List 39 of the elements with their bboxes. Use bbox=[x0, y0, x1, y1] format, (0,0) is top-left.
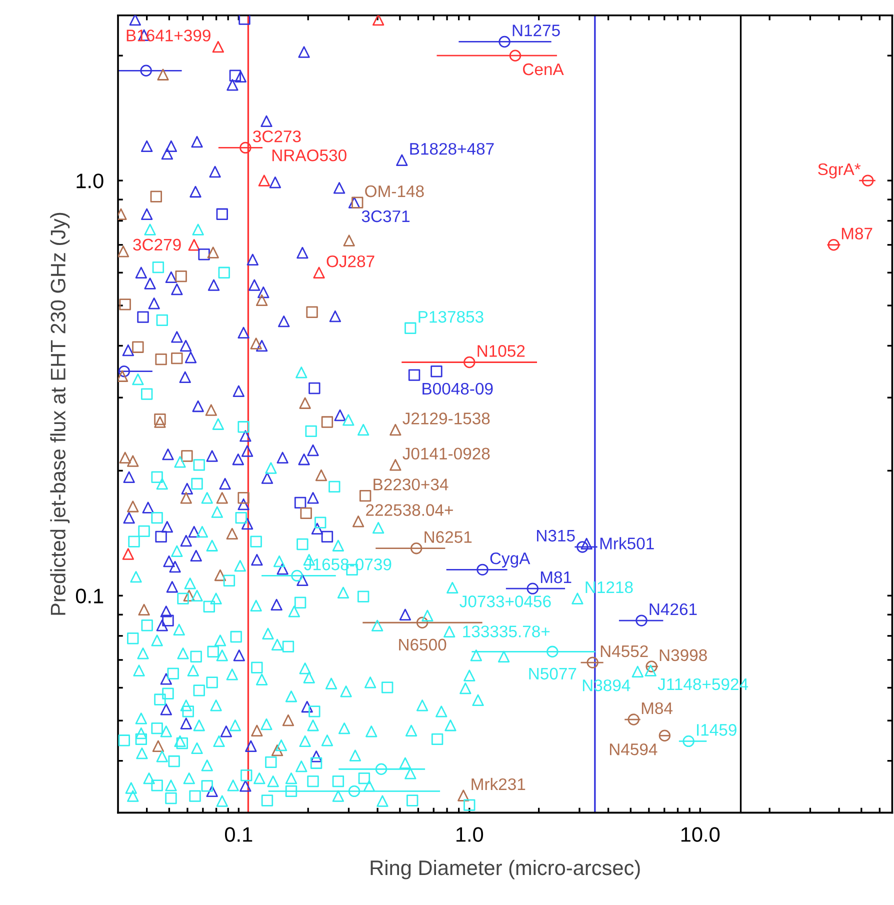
data-label: N1052 bbox=[478, 345, 525, 357]
data-label: Mrk501 bbox=[600, 537, 654, 550]
y-axis-title: Predicted jet-base flux at EHT 230 GHz (Jy) bbox=[50, 212, 70, 615]
data-label: SgrA* bbox=[818, 163, 861, 178]
data-label: NRAO530 bbox=[272, 149, 346, 162]
data-label: N4261 bbox=[650, 603, 697, 616]
data-label: CygA bbox=[490, 552, 530, 568]
data-label: N6500 bbox=[399, 638, 446, 651]
data-label: N1275 bbox=[512, 24, 560, 36]
data-label: N315 bbox=[537, 530, 575, 542]
data-label: M87 bbox=[842, 228, 872, 240]
data-label: OM-148 bbox=[365, 185, 424, 198]
data-label: Mrk231 bbox=[472, 778, 526, 790]
data-label: B0048-09 bbox=[422, 382, 493, 395]
data-label: OJ287 bbox=[326, 255, 374, 268]
data-label: B2230+34 bbox=[374, 478, 448, 490]
data-label: I1459 bbox=[697, 724, 736, 736]
data-label: N4552 bbox=[600, 645, 648, 658]
data-label: N4594 bbox=[610, 743, 658, 756]
data-label: 3C273 bbox=[253, 130, 301, 142]
data-label: N3998 bbox=[660, 649, 707, 662]
data-label: 3C279 bbox=[133, 238, 181, 251]
x-tick-label: 10.0 bbox=[681, 827, 720, 842]
data-label: J0141-0928 bbox=[402, 448, 490, 460]
x-tick-label: 0.1 bbox=[224, 827, 252, 842]
data-label: N6251 bbox=[424, 531, 472, 543]
data-label: 133335.78+ bbox=[463, 626, 550, 638]
data-label: M84 bbox=[642, 702, 673, 714]
x-axis-title: Ring Diameter (micro-arcsec) bbox=[370, 860, 640, 880]
data-label: J0733+0456 bbox=[460, 596, 551, 608]
data-label: N5077 bbox=[529, 668, 576, 680]
x-tick-label: 1.0 bbox=[456, 827, 484, 842]
data-label: 222538.04+ bbox=[366, 504, 453, 516]
data-label: 3C371 bbox=[362, 210, 410, 222]
data-label: CenA bbox=[523, 63, 564, 76]
data-label: B1828+487 bbox=[410, 142, 494, 155]
data-label: J2129-1538 bbox=[402, 412, 490, 424]
data-label: P137853 bbox=[418, 310, 484, 323]
data-label: M81 bbox=[540, 571, 572, 584]
